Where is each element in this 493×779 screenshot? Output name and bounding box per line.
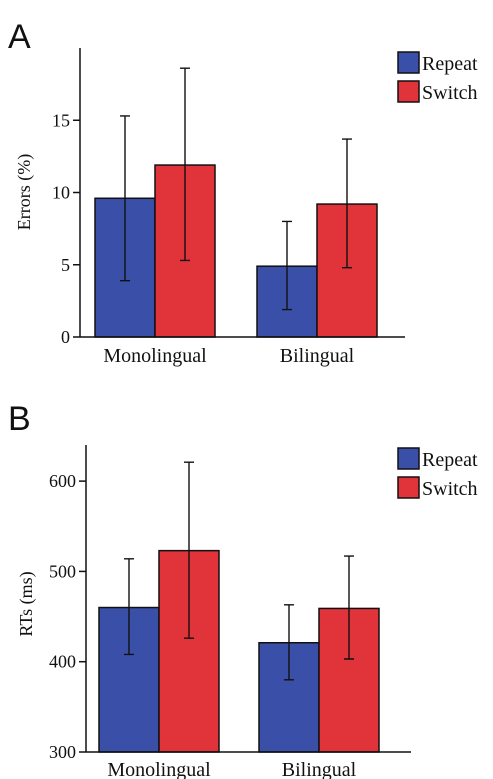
category-label: Bilingual — [280, 345, 355, 367]
legend-swatch-switch — [397, 80, 420, 103]
error-bar-repeat-monolingual — [120, 115, 130, 282]
y-tick-label: 500 — [49, 561, 76, 581]
y-tick-label: 600 — [49, 471, 76, 491]
legend-swatch-repeat — [397, 51, 420, 74]
y-tick-label: 400 — [49, 652, 76, 672]
y-tick-label: 0 — [61, 327, 70, 347]
error-bar-repeat-bilingual — [282, 220, 292, 311]
legend: Repeat Switch — [397, 51, 478, 104]
category-label: Monolingual — [107, 759, 211, 779]
legend-swatch-repeat — [397, 447, 420, 470]
y-tick-label: 300 — [49, 742, 76, 762]
y-axis-title: Errors (%) — [14, 154, 35, 230]
legend-swatch-switch — [397, 476, 420, 499]
panel-label: B — [8, 400, 31, 438]
legend-label-switch: Switch — [422, 478, 478, 500]
panel-label: A — [8, 18, 31, 56]
category-label: Bilingual — [282, 759, 357, 779]
chart-panel-b: B 300 400 500 600 RTs (ms) Monolingual Bilingua… — [8, 400, 478, 779]
error-bar-switch-bilingual — [342, 138, 352, 269]
y-tick-label: 5 — [61, 255, 70, 275]
error-bar-switch-monolingual — [184, 461, 194, 639]
legend-label-repeat: Repeat — [422, 449, 478, 471]
legend: Repeat Switch — [397, 447, 478, 500]
error-bar-repeat-monolingual — [124, 558, 134, 656]
error-bar-switch-monolingual — [180, 67, 190, 262]
legend-label-switch: Switch — [422, 82, 478, 104]
legend-label-repeat: Repeat — [422, 53, 478, 75]
y-axis-title: RTs (ms) — [16, 571, 37, 636]
y-tick-label: 15 — [52, 110, 70, 130]
category-label: Monolingual — [103, 345, 207, 367]
y-tick-label: 10 — [52, 183, 70, 203]
chart-panel-a: A 0 5 10 15 Errors (%) Monolingual Bilingual Rep… — [8, 18, 478, 367]
error-bar-repeat-bilingual — [284, 604, 294, 681]
error-bar-switch-bilingual — [344, 555, 354, 660]
